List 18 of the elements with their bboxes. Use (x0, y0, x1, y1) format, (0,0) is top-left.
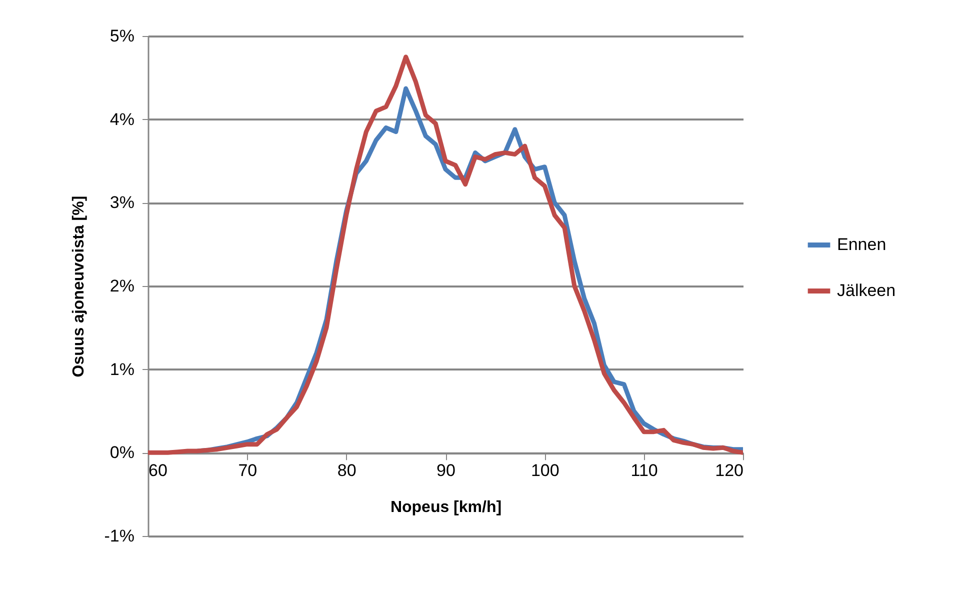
y-tick-label: 4% (110, 110, 134, 129)
y-tick-label: 3% (110, 193, 134, 212)
y-tick-label: 1% (110, 360, 134, 379)
y-tick-label: 2% (110, 276, 134, 296)
x-tick-label: 100 (530, 461, 560, 480)
x-axis-title: Nopeus [km/h] (390, 499, 502, 516)
x-tick-label: 90 (436, 461, 456, 480)
x-tick-label: 110 (630, 461, 658, 480)
y-tick-label: 5% (110, 26, 134, 46)
y-tick-label: 0% (110, 443, 134, 462)
x-tick-label: 80 (337, 461, 356, 480)
x-tick-label: 70 (238, 461, 258, 480)
legend-label: Ennen (837, 235, 886, 254)
legend-label: Jälkeen (837, 281, 896, 300)
y-axis-title: Osuus ajoneuvoista [%] (70, 196, 88, 378)
y-tick-label: -1% (104, 526, 134, 546)
x-tick-label: 60 (148, 461, 168, 480)
x-tick-label: 120 (715, 461, 744, 480)
